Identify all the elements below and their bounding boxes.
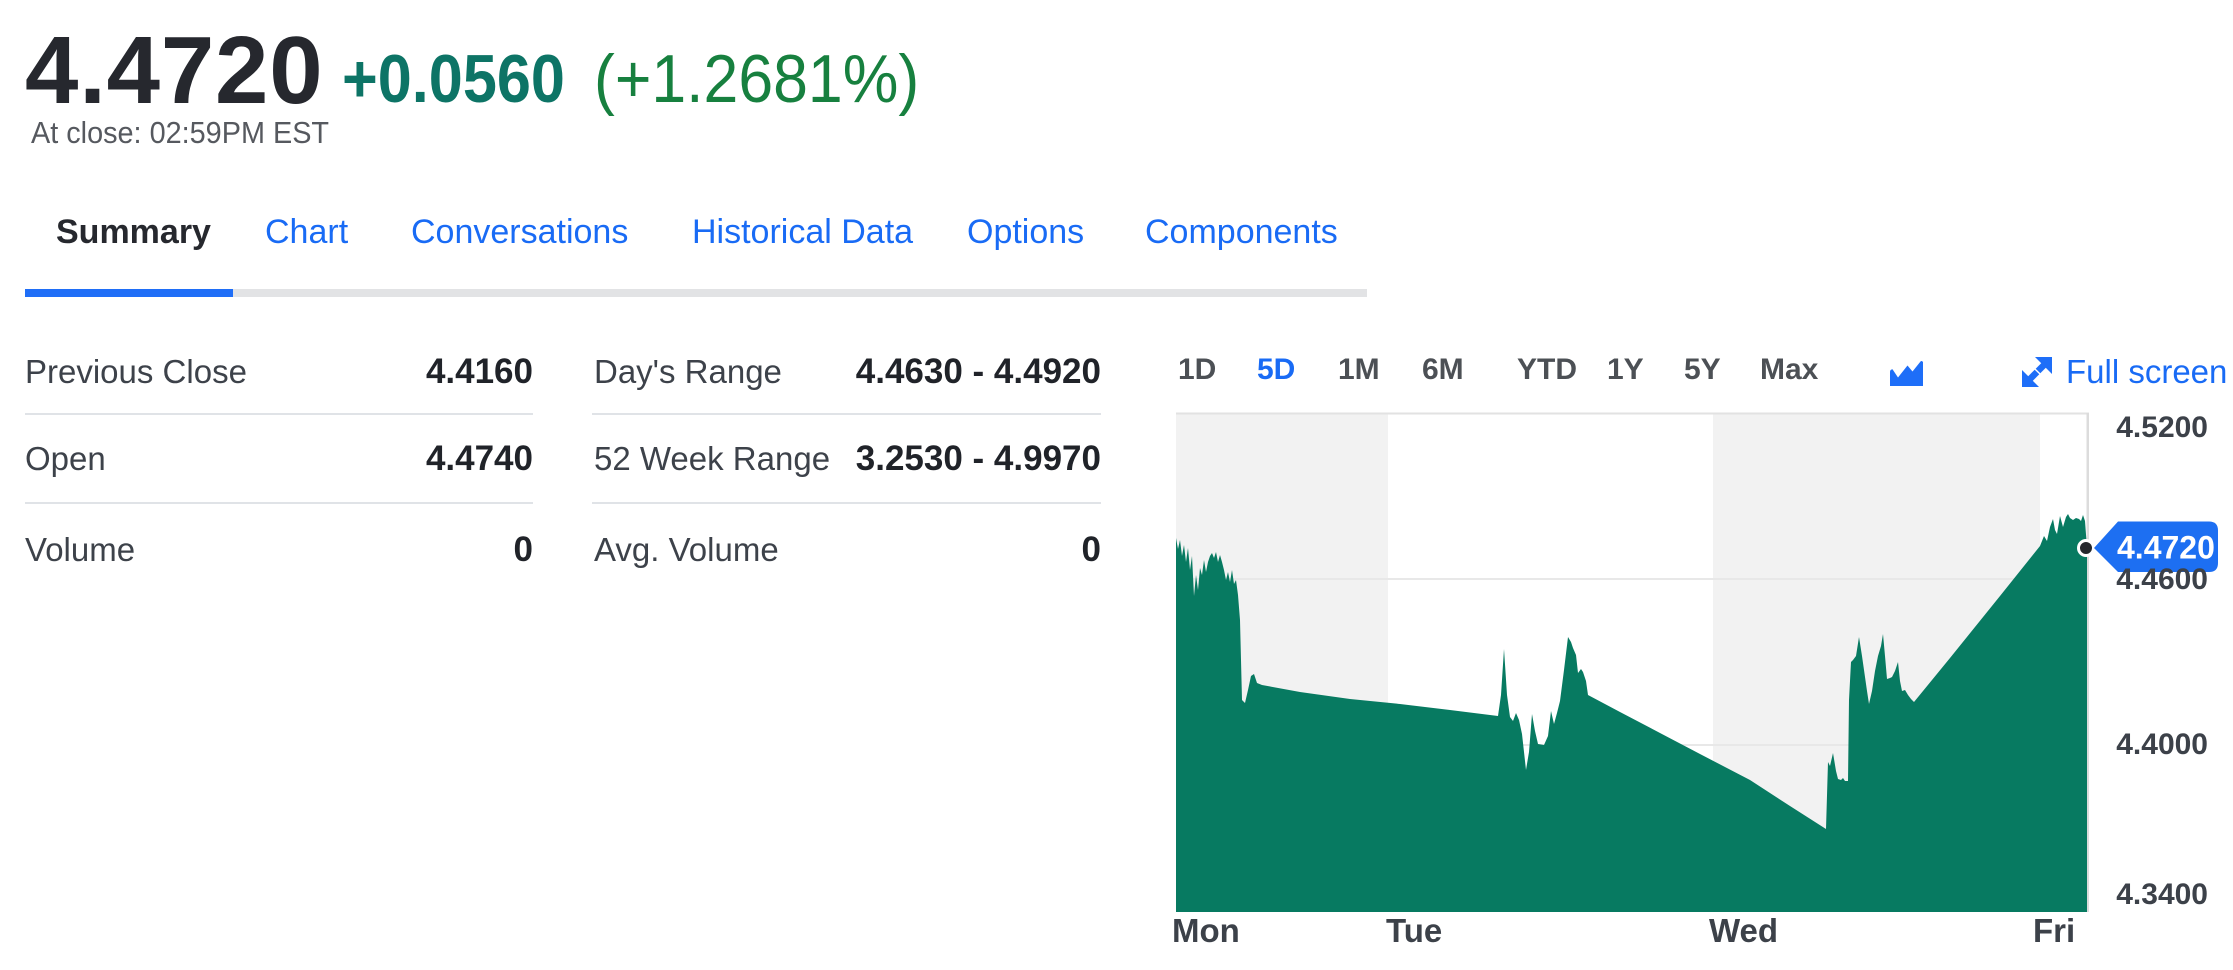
svg-text:4.4720: 4.4720 — [2117, 530, 2215, 566]
